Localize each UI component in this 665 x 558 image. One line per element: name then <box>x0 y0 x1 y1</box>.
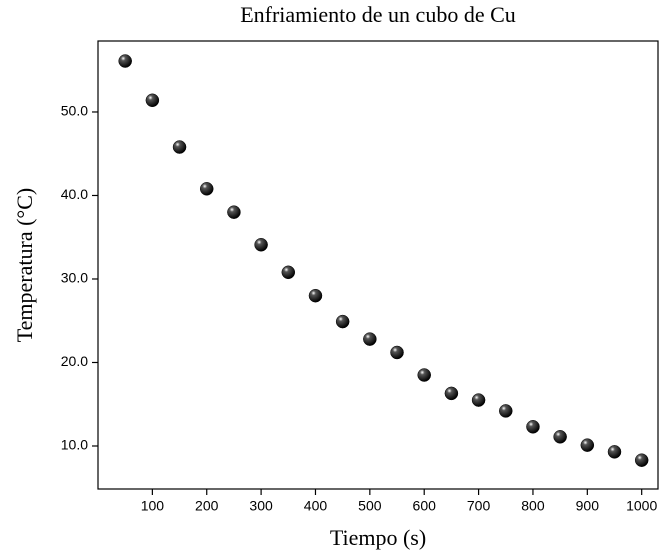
data-point <box>227 205 241 219</box>
y-tick-label: 50.0 <box>61 103 88 119</box>
x-tick-label: 900 <box>576 498 600 514</box>
x-tick-label: 100 <box>141 498 165 514</box>
x-tick-label: 800 <box>521 498 545 514</box>
x-tick-label: 300 <box>249 498 273 514</box>
data-point <box>199 182 214 196</box>
data-point <box>499 404 513 418</box>
y-tick-label: 10.0 <box>61 437 88 453</box>
data-point <box>118 54 132 68</box>
y-axis-label: Temperatura (°C) <box>12 188 37 342</box>
data-point <box>172 140 187 154</box>
chart-title: Enfriamiento de un cubo de Cu <box>240 2 516 27</box>
data-point <box>363 332 377 346</box>
x-tick-label: 200 <box>195 498 219 514</box>
data-point <box>444 386 459 401</box>
y-tick-label: 20.0 <box>61 353 88 369</box>
data-point <box>553 430 567 444</box>
x-tick-label: 600 <box>413 498 437 514</box>
data-point <box>526 420 540 434</box>
x-tick-label: 700 <box>467 498 491 514</box>
data-point <box>281 265 296 280</box>
data-point <box>634 453 649 467</box>
data-point <box>145 93 160 108</box>
x-tick-label: 400 <box>304 498 328 514</box>
data-point <box>580 438 595 452</box>
data-point <box>390 345 404 360</box>
x-tick-label: 1000 <box>626 498 657 514</box>
y-tick-label: 40.0 <box>61 186 88 202</box>
data-point <box>417 368 431 382</box>
x-axis-label: Tiempo (s) <box>330 525 426 550</box>
data-point <box>254 238 268 252</box>
data-point <box>607 445 622 459</box>
data-point <box>308 288 323 303</box>
data-point <box>471 393 486 407</box>
x-tick-label: 500 <box>358 498 382 514</box>
y-tick-label: 30.0 <box>61 270 88 286</box>
plot-frame <box>97 40 659 490</box>
data-point <box>335 314 350 329</box>
